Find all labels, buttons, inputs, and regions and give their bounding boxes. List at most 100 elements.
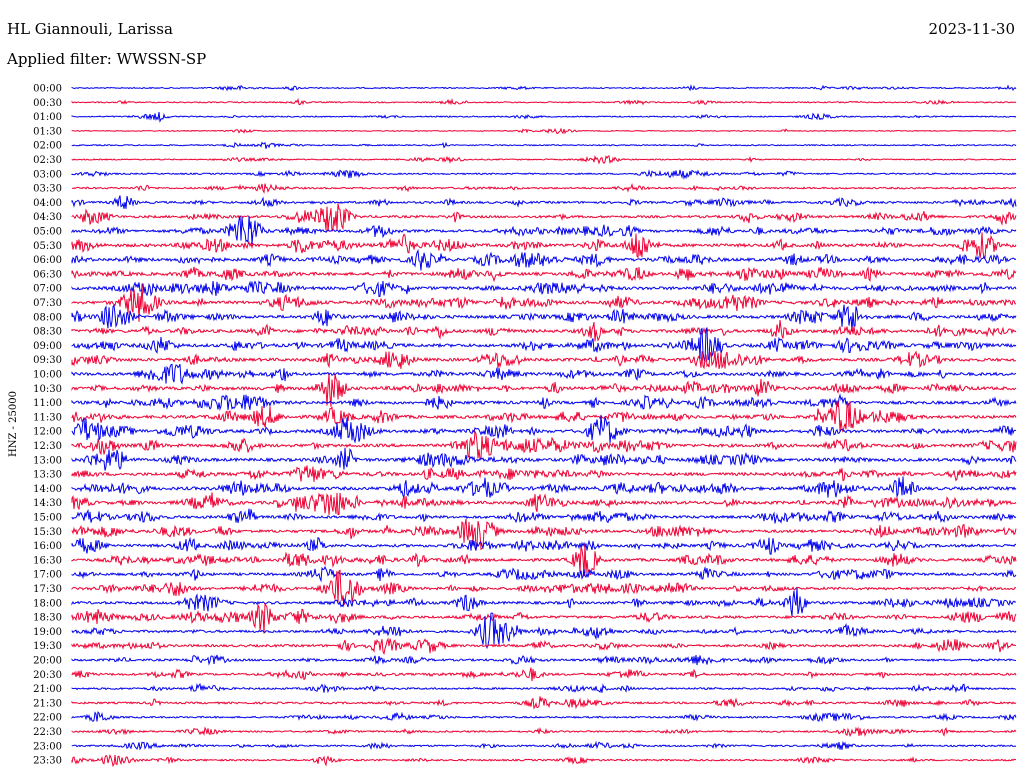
seismic-trace bbox=[71, 127, 1017, 135]
trace-time-label: 04:30 bbox=[33, 212, 62, 223]
seismic-trace bbox=[71, 569, 1016, 607]
trace-time-label: 10:30 bbox=[33, 384, 62, 395]
seismic-trace bbox=[71, 363, 1017, 385]
seismic-trace bbox=[71, 508, 1017, 524]
seismic-trace bbox=[71, 320, 1017, 342]
trace-time-label: 11:00 bbox=[33, 398, 62, 409]
seismic-trace bbox=[71, 754, 1017, 768]
trace-time-label: 08:30 bbox=[33, 327, 62, 338]
trace-time-label: 21:00 bbox=[33, 684, 62, 695]
trace-time-label: 01:30 bbox=[33, 126, 62, 137]
trace-time-label: 01:00 bbox=[33, 112, 62, 123]
seismic-trace bbox=[71, 374, 1017, 407]
trace-time-label: 03:30 bbox=[33, 184, 62, 195]
trace-time-label: 22:30 bbox=[33, 727, 62, 738]
seismic-trace bbox=[71, 97, 1017, 106]
trace-time-label: 11:30 bbox=[33, 412, 62, 423]
trace-time-label: 20:00 bbox=[33, 656, 62, 667]
seismic-trace bbox=[71, 280, 1017, 298]
seismic-trace bbox=[71, 169, 1017, 180]
seismic-trace bbox=[71, 637, 1017, 655]
trace-time-label: 06:00 bbox=[33, 255, 62, 266]
applied-filter: Applied filter: WWSSN-SP bbox=[7, 50, 207, 68]
trace-time-label: 19:00 bbox=[33, 627, 62, 638]
time-label-group: 00:00 00:30 01:00 01:30 02:00 02:30 03:00 03:30… bbox=[33, 84, 62, 767]
trace-time-label: 12:00 bbox=[33, 427, 62, 438]
trace-time-label: 07:30 bbox=[33, 298, 62, 309]
trace-time-label: 17:30 bbox=[33, 584, 62, 595]
seismic-trace bbox=[71, 447, 1017, 471]
trace-time-label: 19:30 bbox=[33, 641, 62, 652]
seismic-trace bbox=[71, 350, 1017, 370]
seismic-trace bbox=[71, 465, 1017, 482]
trace-time-label: 13:00 bbox=[33, 455, 62, 466]
seismic-trace bbox=[71, 393, 1017, 411]
seismic-trace bbox=[71, 587, 1017, 617]
trace-time-label: 07:00 bbox=[33, 284, 62, 295]
trace-time-label: 04:00 bbox=[33, 198, 62, 209]
seismic-trace bbox=[71, 565, 1017, 583]
record-date: 2023-11-30 bbox=[928, 20, 1015, 38]
trace-time-label: 00:00 bbox=[33, 84, 62, 95]
seismic-trace bbox=[71, 543, 1017, 577]
trace-time-label: 02:00 bbox=[33, 141, 62, 152]
trace-time-label: 02:30 bbox=[33, 155, 62, 166]
trace-time-label: 09:00 bbox=[33, 341, 62, 352]
trace-time-label: 05:30 bbox=[33, 241, 62, 252]
seismic-trace bbox=[71, 492, 1017, 515]
seismic-trace bbox=[71, 711, 1017, 722]
seismic-trace bbox=[71, 203, 1017, 232]
seismic-trace bbox=[71, 667, 1017, 682]
trace-time-label: 15:00 bbox=[33, 513, 62, 524]
trace-time-label: 10:00 bbox=[33, 370, 62, 381]
trace-time-label: 00:30 bbox=[33, 98, 62, 109]
trace-time-label: 22:00 bbox=[33, 713, 62, 724]
trace-time-label: 23:30 bbox=[33, 756, 62, 767]
trace-time-label: 06:30 bbox=[33, 269, 62, 280]
trace-time-label: 05:00 bbox=[33, 227, 62, 238]
seismic-trace bbox=[71, 726, 1017, 738]
seismic-trace bbox=[71, 283, 1017, 322]
trace-time-label: 08:00 bbox=[33, 312, 62, 323]
trace-time-label: 15:30 bbox=[33, 527, 62, 538]
trace-time-label: 14:00 bbox=[33, 484, 62, 495]
seismic-trace bbox=[71, 429, 1017, 461]
seismic-trace bbox=[71, 303, 1017, 332]
seismic-trace bbox=[71, 415, 1017, 444]
seismic-trace bbox=[71, 740, 1017, 751]
trace-time-label: 21:30 bbox=[33, 698, 62, 709]
trace-time-label: 16:00 bbox=[33, 541, 62, 552]
trace-time-label: 20:30 bbox=[33, 670, 62, 681]
seismic-trace bbox=[71, 327, 1017, 363]
trace-time-label: 18:00 bbox=[33, 598, 62, 609]
seismic-trace bbox=[71, 612, 1017, 650]
trace-time-label: 16:30 bbox=[33, 555, 62, 566]
seismic-trace bbox=[71, 111, 1017, 124]
seismic-trace bbox=[71, 682, 1017, 694]
seismic-trace bbox=[71, 266, 1017, 283]
seismic-trace bbox=[71, 654, 1016, 666]
trace-time-label: 09:30 bbox=[33, 355, 62, 366]
seismic-trace bbox=[71, 476, 1017, 499]
seismic-trace bbox=[71, 195, 1017, 209]
trace-time-label: 17:00 bbox=[33, 570, 62, 581]
station-name: HL Giannouli, Larissa bbox=[7, 20, 173, 38]
trace-time-label: 23:00 bbox=[33, 741, 62, 752]
seismic-trace bbox=[71, 215, 1017, 245]
trace-time-label: 14:30 bbox=[33, 498, 62, 509]
y-axis-label: HNZ - 25000 bbox=[8, 391, 19, 457]
seismic-trace bbox=[71, 84, 1017, 92]
seismic-trace bbox=[71, 154, 1017, 165]
seismic-trace bbox=[71, 248, 1017, 271]
trace-time-label: 18:30 bbox=[33, 613, 62, 624]
seismic-trace bbox=[71, 141, 1017, 149]
trace-time-label: 13:30 bbox=[33, 470, 62, 481]
seismic-trace bbox=[71, 536, 1017, 556]
trace-time-label: 03:00 bbox=[33, 169, 62, 180]
seismic-trace bbox=[71, 182, 1017, 194]
seismic-trace bbox=[71, 232, 1017, 260]
seismic-trace bbox=[71, 518, 1017, 551]
trace-group bbox=[71, 84, 1017, 768]
seismic-trace bbox=[71, 696, 1017, 710]
